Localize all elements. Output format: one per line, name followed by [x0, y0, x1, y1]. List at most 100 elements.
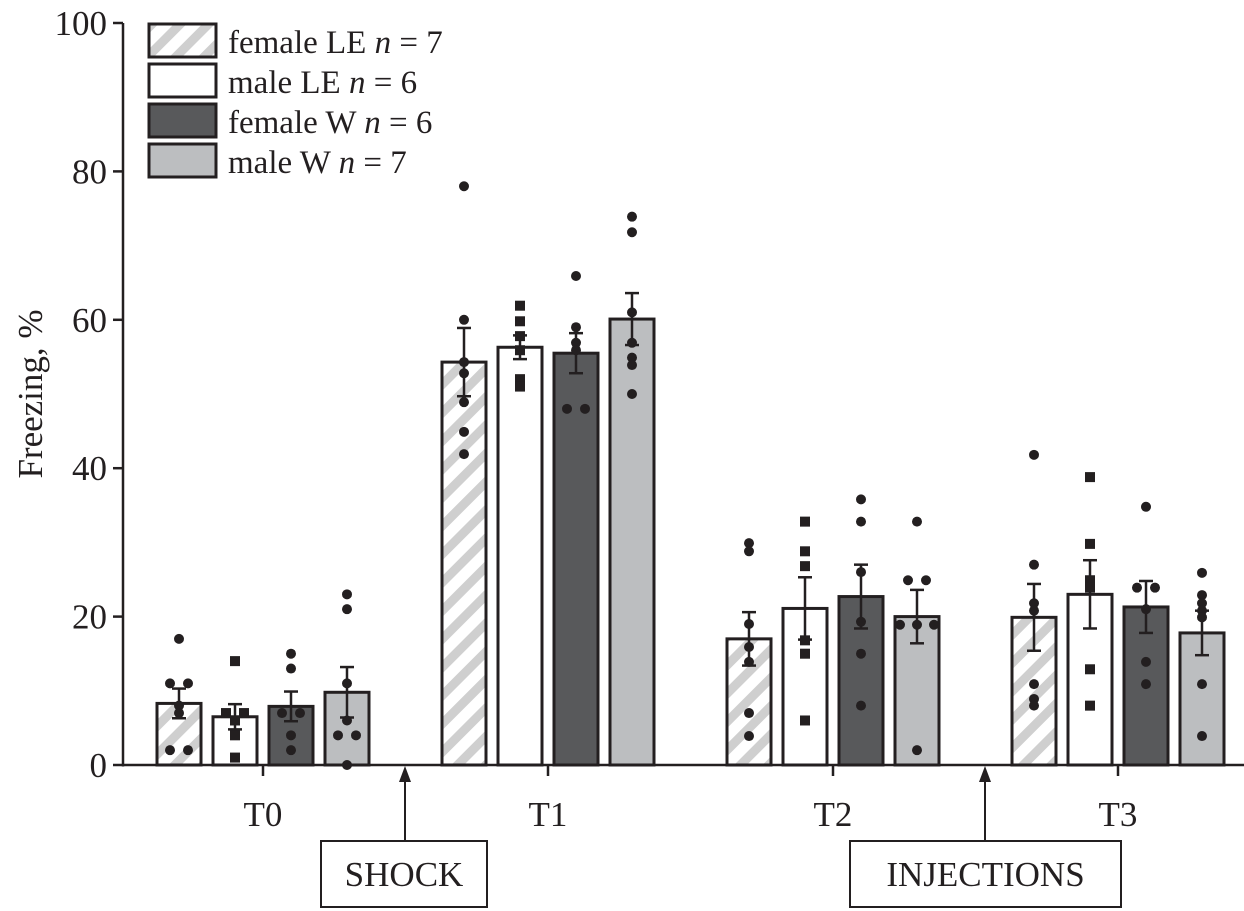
legend-swatch: [147, 22, 218, 59]
data-point: [627, 352, 637, 363]
data-point: [515, 331, 525, 342]
data-point: [744, 642, 754, 653]
annotations: SHOCK INJECTIONS: [320, 766, 1122, 908]
legend-label: female W n = 6: [228, 105, 432, 141]
data-point: [627, 211, 637, 222]
bar-male-LE-T1: [496, 345, 544, 767]
data-point: [1029, 679, 1039, 690]
data-point: [856, 700, 866, 711]
data-point: [571, 322, 581, 333]
data-point: [515, 374, 525, 385]
data-point: [1141, 501, 1151, 512]
x-tick-label: T0: [244, 795, 283, 834]
legend-label: female LE n = 7: [228, 25, 443, 61]
data-point: [1197, 590, 1207, 601]
data-point: [165, 745, 175, 756]
data-point: [459, 181, 469, 192]
data-point: [230, 715, 240, 726]
y-tick-label: 40: [72, 449, 107, 488]
legend-swatch: [147, 102, 218, 139]
data-point: [183, 678, 193, 689]
data-point: [1029, 605, 1039, 616]
annotation-box: [320, 840, 488, 908]
data-point: [856, 616, 866, 627]
data-point: [1029, 598, 1039, 609]
data-point: [627, 337, 637, 348]
data-point: [1085, 575, 1095, 586]
data-point: [459, 368, 469, 379]
data-point: [800, 635, 810, 646]
data-point: [800, 715, 810, 726]
data-point: [744, 538, 754, 549]
data-point: [1197, 679, 1207, 690]
data-point: [627, 307, 637, 318]
bars-layer: [155, 181, 1226, 770]
data-point: [1141, 679, 1151, 690]
data-point: [174, 708, 184, 719]
data-point: [800, 516, 810, 527]
data-point: [351, 730, 361, 741]
y-tick-label: 60: [72, 301, 107, 340]
data-point: [1197, 731, 1207, 742]
data-point: [295, 708, 305, 719]
annotation-label: SHOCK: [345, 855, 464, 894]
data-point: [1085, 472, 1095, 483]
data-point: [1197, 567, 1207, 578]
data-point: [515, 316, 525, 327]
legend: female LE n = 7 male LE n = 6 female W n =…: [147, 22, 443, 181]
data-point: [286, 730, 296, 741]
data-point: [230, 730, 240, 741]
x-tick-label: T1: [529, 795, 568, 834]
data-point: [856, 567, 866, 578]
data-point: [744, 731, 754, 742]
data-point: [627, 227, 637, 238]
legend-swatch: [147, 62, 218, 99]
data-point: [1150, 582, 1160, 593]
data-point: [459, 357, 469, 368]
data-point: [571, 337, 581, 348]
data-point: [856, 494, 866, 505]
data-point: [459, 449, 469, 460]
data-point: [912, 745, 922, 756]
data-point: [515, 381, 525, 392]
data-point: [277, 708, 287, 719]
y-tick-label: 100: [55, 4, 108, 43]
data-point: [627, 389, 637, 399]
data-point: [1141, 604, 1151, 615]
data-point: [912, 516, 922, 527]
data-point: [342, 678, 352, 689]
data-point: [800, 546, 810, 557]
data-point: [929, 619, 939, 630]
data-point: [1029, 700, 1039, 711]
data-point: [744, 619, 754, 630]
data-point: [515, 345, 525, 356]
data-point: [580, 403, 590, 414]
data-point: [342, 604, 352, 615]
data-point: [174, 700, 184, 711]
y-tick-label: 80: [72, 152, 107, 191]
y-tick-label: 20: [72, 598, 107, 637]
data-point: [627, 360, 637, 371]
data-point: [562, 403, 572, 414]
data-point: [571, 271, 581, 282]
data-point: [174, 633, 184, 644]
data-point: [342, 589, 352, 600]
bar-female-W-T1: [552, 351, 600, 767]
data-point: [800, 648, 810, 659]
data-point: [230, 656, 240, 667]
data-point: [571, 345, 581, 356]
x-tick-label: T2: [814, 795, 853, 834]
data-point: [333, 730, 343, 741]
x-tick-label: T3: [1099, 795, 1138, 834]
data-point: [903, 575, 913, 586]
data-point: [1141, 656, 1151, 667]
data-point: [744, 708, 754, 719]
data-point: [459, 426, 469, 437]
bar-female-W-T2: [837, 595, 885, 767]
data-point: [856, 516, 866, 527]
data-point: [165, 678, 175, 689]
data-point: [459, 314, 469, 325]
data-point: [239, 708, 249, 719]
data-point: [800, 561, 810, 572]
